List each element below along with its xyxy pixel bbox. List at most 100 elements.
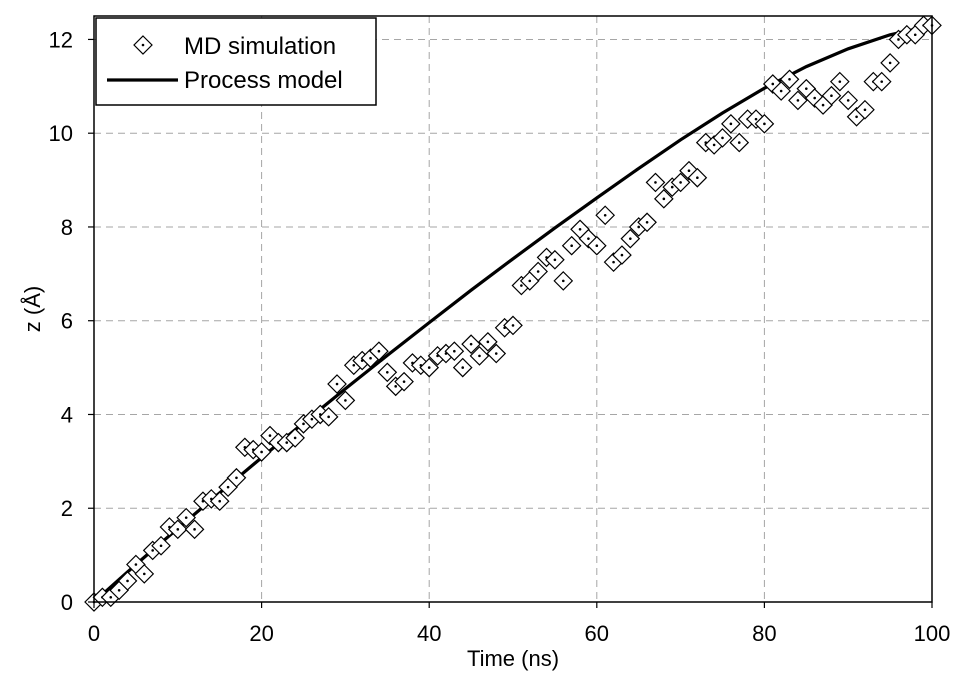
md-simulation-point xyxy=(595,205,616,226)
x-tick-label: 20 xyxy=(249,621,273,646)
md-simulation-point xyxy=(117,571,138,591)
marker-center-dot xyxy=(293,436,297,440)
md-simulation-point xyxy=(134,564,155,584)
md-simulation-point xyxy=(209,491,230,512)
marker-center-dot xyxy=(184,516,188,519)
legend: MD simulation Process model xyxy=(95,17,377,106)
marker-center-dot xyxy=(520,284,523,287)
md-simulation-point xyxy=(612,245,632,265)
md-simulation-point xyxy=(151,535,171,556)
x-tick-label: 100 xyxy=(914,621,951,646)
x-tick-label: 40 xyxy=(417,621,441,646)
marker-center-dot xyxy=(235,476,238,480)
marker-center-dot xyxy=(771,82,775,86)
md-simulation-point xyxy=(712,128,733,148)
marker-center-dot xyxy=(469,342,473,346)
md-simulation-point xyxy=(779,69,800,90)
marker-center-dot xyxy=(888,61,892,65)
y-tick-label: 12 xyxy=(49,27,73,52)
marker-center-dot xyxy=(570,244,573,248)
marker-center-dot xyxy=(377,349,381,353)
x-tick-label: 0 xyxy=(88,621,100,646)
marker-center-dot xyxy=(662,197,666,201)
legend-marker-dot xyxy=(141,43,145,47)
marker-center-dot xyxy=(218,499,221,503)
axis-ticks: 0 20 40 60 80 100 0 2 4 6 8 10 12 xyxy=(49,27,951,646)
y-axis-title: z (Å) xyxy=(20,286,45,332)
md-simulation-point xyxy=(620,228,641,249)
marker-center-dot xyxy=(838,80,842,83)
md-simulation-point xyxy=(452,357,473,378)
marker-center-dot xyxy=(629,237,632,240)
legend-label-md-simulation: MD simulation xyxy=(184,33,336,60)
marker-center-dot xyxy=(461,366,465,369)
marker-center-dot xyxy=(863,108,867,112)
marker-center-dot xyxy=(612,260,615,264)
marker-center-dot xyxy=(553,258,557,262)
marker-center-dot xyxy=(117,588,121,592)
marker-center-dot xyxy=(595,244,599,248)
marker-center-dot xyxy=(134,563,138,566)
md-simulation-point xyxy=(829,71,850,92)
marker-center-dot xyxy=(511,324,515,327)
md-simulation-point xyxy=(335,390,356,411)
md-simulation-point xyxy=(838,90,859,111)
marker-center-dot xyxy=(687,169,691,173)
marker-center-dot xyxy=(193,528,196,531)
marker-center-dot xyxy=(679,181,682,184)
marker-center-dot xyxy=(796,99,800,102)
legend-box xyxy=(95,17,377,106)
marker-center-dot xyxy=(494,352,498,355)
marker-center-dot xyxy=(830,94,833,97)
md-simulation-point xyxy=(184,519,205,540)
md-simulation-point xyxy=(318,406,339,427)
md-simulation-point xyxy=(721,113,741,134)
marker-center-dot xyxy=(754,117,758,121)
y-tick-label: 10 xyxy=(49,121,73,146)
marker-center-dot xyxy=(352,363,356,367)
legend-label-process-model: Process model xyxy=(184,67,343,94)
marker-center-dot xyxy=(737,141,741,144)
marker-center-dot xyxy=(260,450,263,454)
md-simulation-point xyxy=(377,362,398,383)
marker-center-dot xyxy=(285,441,289,444)
y-tick-label: 0 xyxy=(61,590,73,615)
md-simulation-point xyxy=(285,428,305,448)
marker-center-dot xyxy=(913,33,917,37)
md-simulation-point xyxy=(369,341,389,362)
marker-center-dot xyxy=(335,382,339,386)
md-simulation-point xyxy=(553,271,574,291)
md-simulation-point xyxy=(503,315,523,336)
marker-center-dot xyxy=(226,485,230,489)
marker-center-dot xyxy=(176,528,180,531)
marker-center-dot xyxy=(763,122,766,126)
marker-center-dot xyxy=(587,237,590,240)
marker-center-dot xyxy=(126,579,129,583)
marker-center-dot xyxy=(855,115,858,119)
marker-center-dot xyxy=(142,572,146,576)
marker-center-dot xyxy=(813,96,816,100)
marker-center-dot xyxy=(528,279,532,283)
marker-center-dot xyxy=(151,549,154,552)
marker-center-dot xyxy=(805,87,808,90)
md-simulation-point xyxy=(637,212,657,233)
grid-lines xyxy=(94,16,932,602)
marker-center-dot xyxy=(897,38,900,41)
md-simulation-point xyxy=(653,188,674,209)
y-tick-label: 8 xyxy=(61,215,73,240)
marker-center-dot xyxy=(729,122,733,126)
marker-center-dot xyxy=(670,185,674,189)
y-tick-label: 2 xyxy=(61,496,73,521)
marker-center-dot xyxy=(536,270,540,273)
md-simulation-point xyxy=(478,331,498,352)
md-simulation-point xyxy=(771,81,792,101)
marker-center-dot xyxy=(369,356,372,360)
marker-center-dot xyxy=(302,422,305,426)
y-tick-label: 6 xyxy=(61,309,73,334)
plot-frame xyxy=(93,15,933,603)
marker-center-dot xyxy=(637,225,640,229)
marker-center-dot xyxy=(712,143,716,147)
md-simulation-point xyxy=(880,53,900,73)
md-simulation-point xyxy=(645,172,666,193)
md-simulation-series xyxy=(84,15,942,612)
